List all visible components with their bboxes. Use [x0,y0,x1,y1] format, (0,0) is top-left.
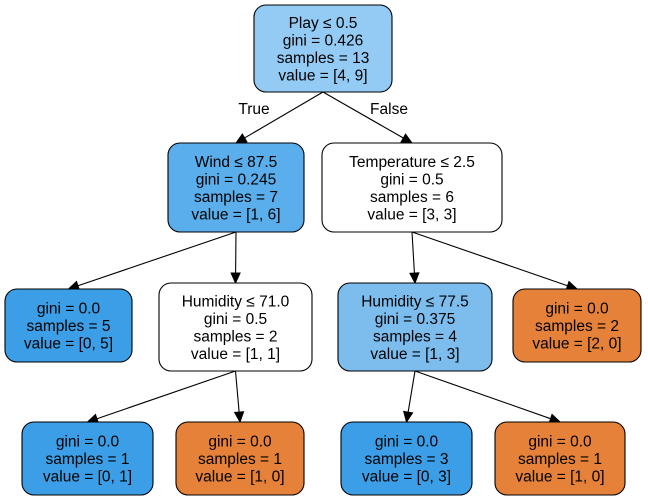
node-box [340,421,473,496]
node-box [167,142,305,233]
arrowhead-icon [234,133,248,144]
arrowhead-icon [400,133,414,144]
node-line: value = [3, 3] [367,206,456,223]
node-box [21,421,154,496]
node-line: samples = 3 [364,451,448,468]
node-line: value = [1, 6] [191,206,280,223]
node-line: samples = 4 [373,328,457,345]
edge-n2-n5 [409,231,420,285]
node-line: gini = 0.5 [380,171,443,188]
node-line: gini = 0.245 [196,171,277,188]
node-box [494,421,626,496]
edge-n5-n10 [414,370,562,424]
edge-n5-n9 [403,370,416,424]
arrowhead-icon [403,410,414,424]
node-line: samples = 1 [198,451,282,468]
node-box [337,282,493,372]
node-line: gini = 0.0 [528,434,592,451]
node-line: gini = 0.5 [204,311,267,328]
node-line: gini = 0.0 [37,301,101,318]
node-box [253,4,393,93]
edge-n1-n3 [67,231,237,291]
node-line: samples = 1 [518,451,602,468]
edge-line [411,231,415,274]
node-line: Humidity ≤ 77.5 [361,293,469,310]
edge-line [407,370,416,413]
edge-label-true: True [238,101,269,118]
node-line: value = [2, 0] [532,336,621,353]
node-line: gini = 0.0 [56,434,120,451]
node-line: samples = 6 [370,189,454,206]
edge-n0-n2: False [322,91,414,144]
node-line: samples = 5 [26,318,110,335]
node-line: samples = 7 [194,189,278,206]
node-line: Wind ≤ 87.5 [195,154,278,171]
node-line: gini = 0.426 [283,32,364,49]
edge-n1-n4 [230,231,241,285]
edge-line [96,370,236,420]
node-line: value = [1, 0] [515,469,604,486]
node-line: value = [0, 5] [24,336,113,353]
edge-label-false: False [370,101,408,118]
edge-line [322,91,404,139]
edge-line [244,91,324,139]
node-line: Humidity ≤ 71.0 [182,293,290,310]
node-box [158,282,313,372]
node-line: gini = 0.0 [375,434,439,451]
edge-line [77,231,237,287]
node-line: samples = 13 [277,50,370,67]
node-line: samples = 2 [535,318,619,335]
node-line: value = [0, 3] [362,469,451,486]
edge-n2-n6 [411,231,579,291]
edge-line [234,370,240,413]
arrowhead-icon [409,272,420,285]
node-line: value = [1, 1] [191,346,280,363]
node-line: value = [1, 3] [370,346,459,363]
node-box [175,421,305,496]
node-box [321,142,503,233]
node-line: Temperature ≤ 2.5 [349,154,475,171]
edge-n4-n7 [86,370,236,424]
arrowhead-icon [233,411,245,424]
edges: True False [67,91,579,424]
node-line: samples = 1 [45,451,129,468]
node-box [512,288,642,363]
node-line: value = [4, 9] [278,67,367,84]
node-line: samples = 2 [193,328,277,345]
node-line: Play ≤ 0.5 [289,15,358,32]
node-line: value = [0, 1] [43,469,132,486]
arrowhead-icon [230,272,241,285]
edge-n0-n1: True [234,91,324,144]
node-line: gini = 0.0 [545,301,609,318]
node-box [4,288,133,363]
edge-line [414,370,551,420]
node-line: value = [1, 0] [195,469,284,486]
node-line: gini = 0.375 [375,311,456,328]
edge-line [411,231,568,287]
edge-n4-n8 [233,370,245,424]
node-line: gini = 0.0 [208,434,272,451]
